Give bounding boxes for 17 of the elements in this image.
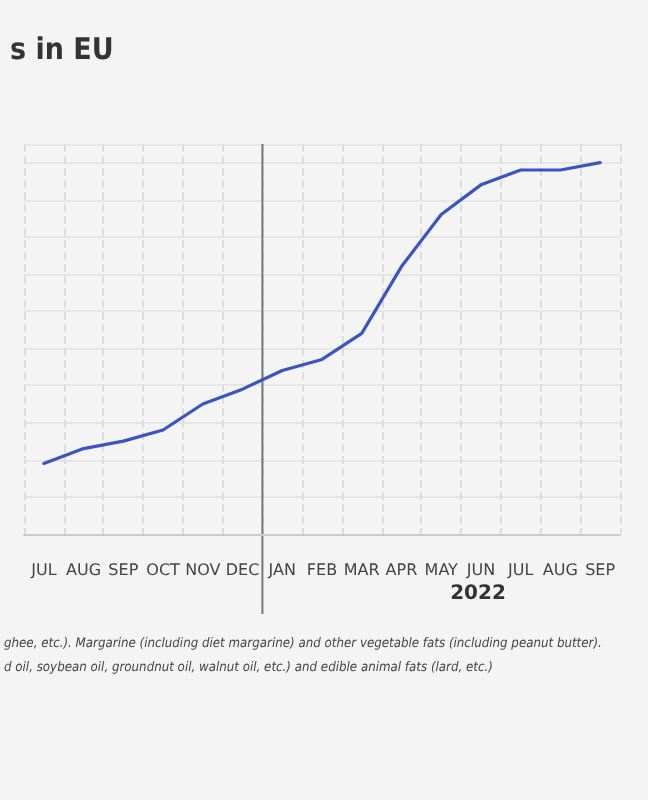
- x-tick-label: JAN: [266, 561, 296, 579]
- x-tick-label: DEC: [225, 561, 261, 579]
- x-tick-label: SEP: [108, 561, 139, 579]
- chart-title: s in EU: [10, 31, 114, 67]
- x-tick-label: JUL: [505, 561, 535, 579]
- x-tick-label: MAY: [424, 561, 459, 579]
- text: 2022: [450, 583, 506, 605]
- x-tick-label: AUG: [542, 561, 578, 579]
- x-tick-label: JUL: [29, 561, 58, 579]
- x-tick-label: SEP: [585, 561, 616, 579]
- x-tick-label: APR: [385, 561, 419, 579]
- x-tick-label: MAR: [343, 561, 381, 579]
- x-tick-label: OCT: [146, 561, 181, 579]
- x-tick-label: FEB: [306, 561, 338, 579]
- x-tick-label: NOV: [185, 561, 222, 579]
- x-tick-label: AUG: [66, 561, 102, 579]
- x-tick-label: JUN: [464, 561, 496, 579]
